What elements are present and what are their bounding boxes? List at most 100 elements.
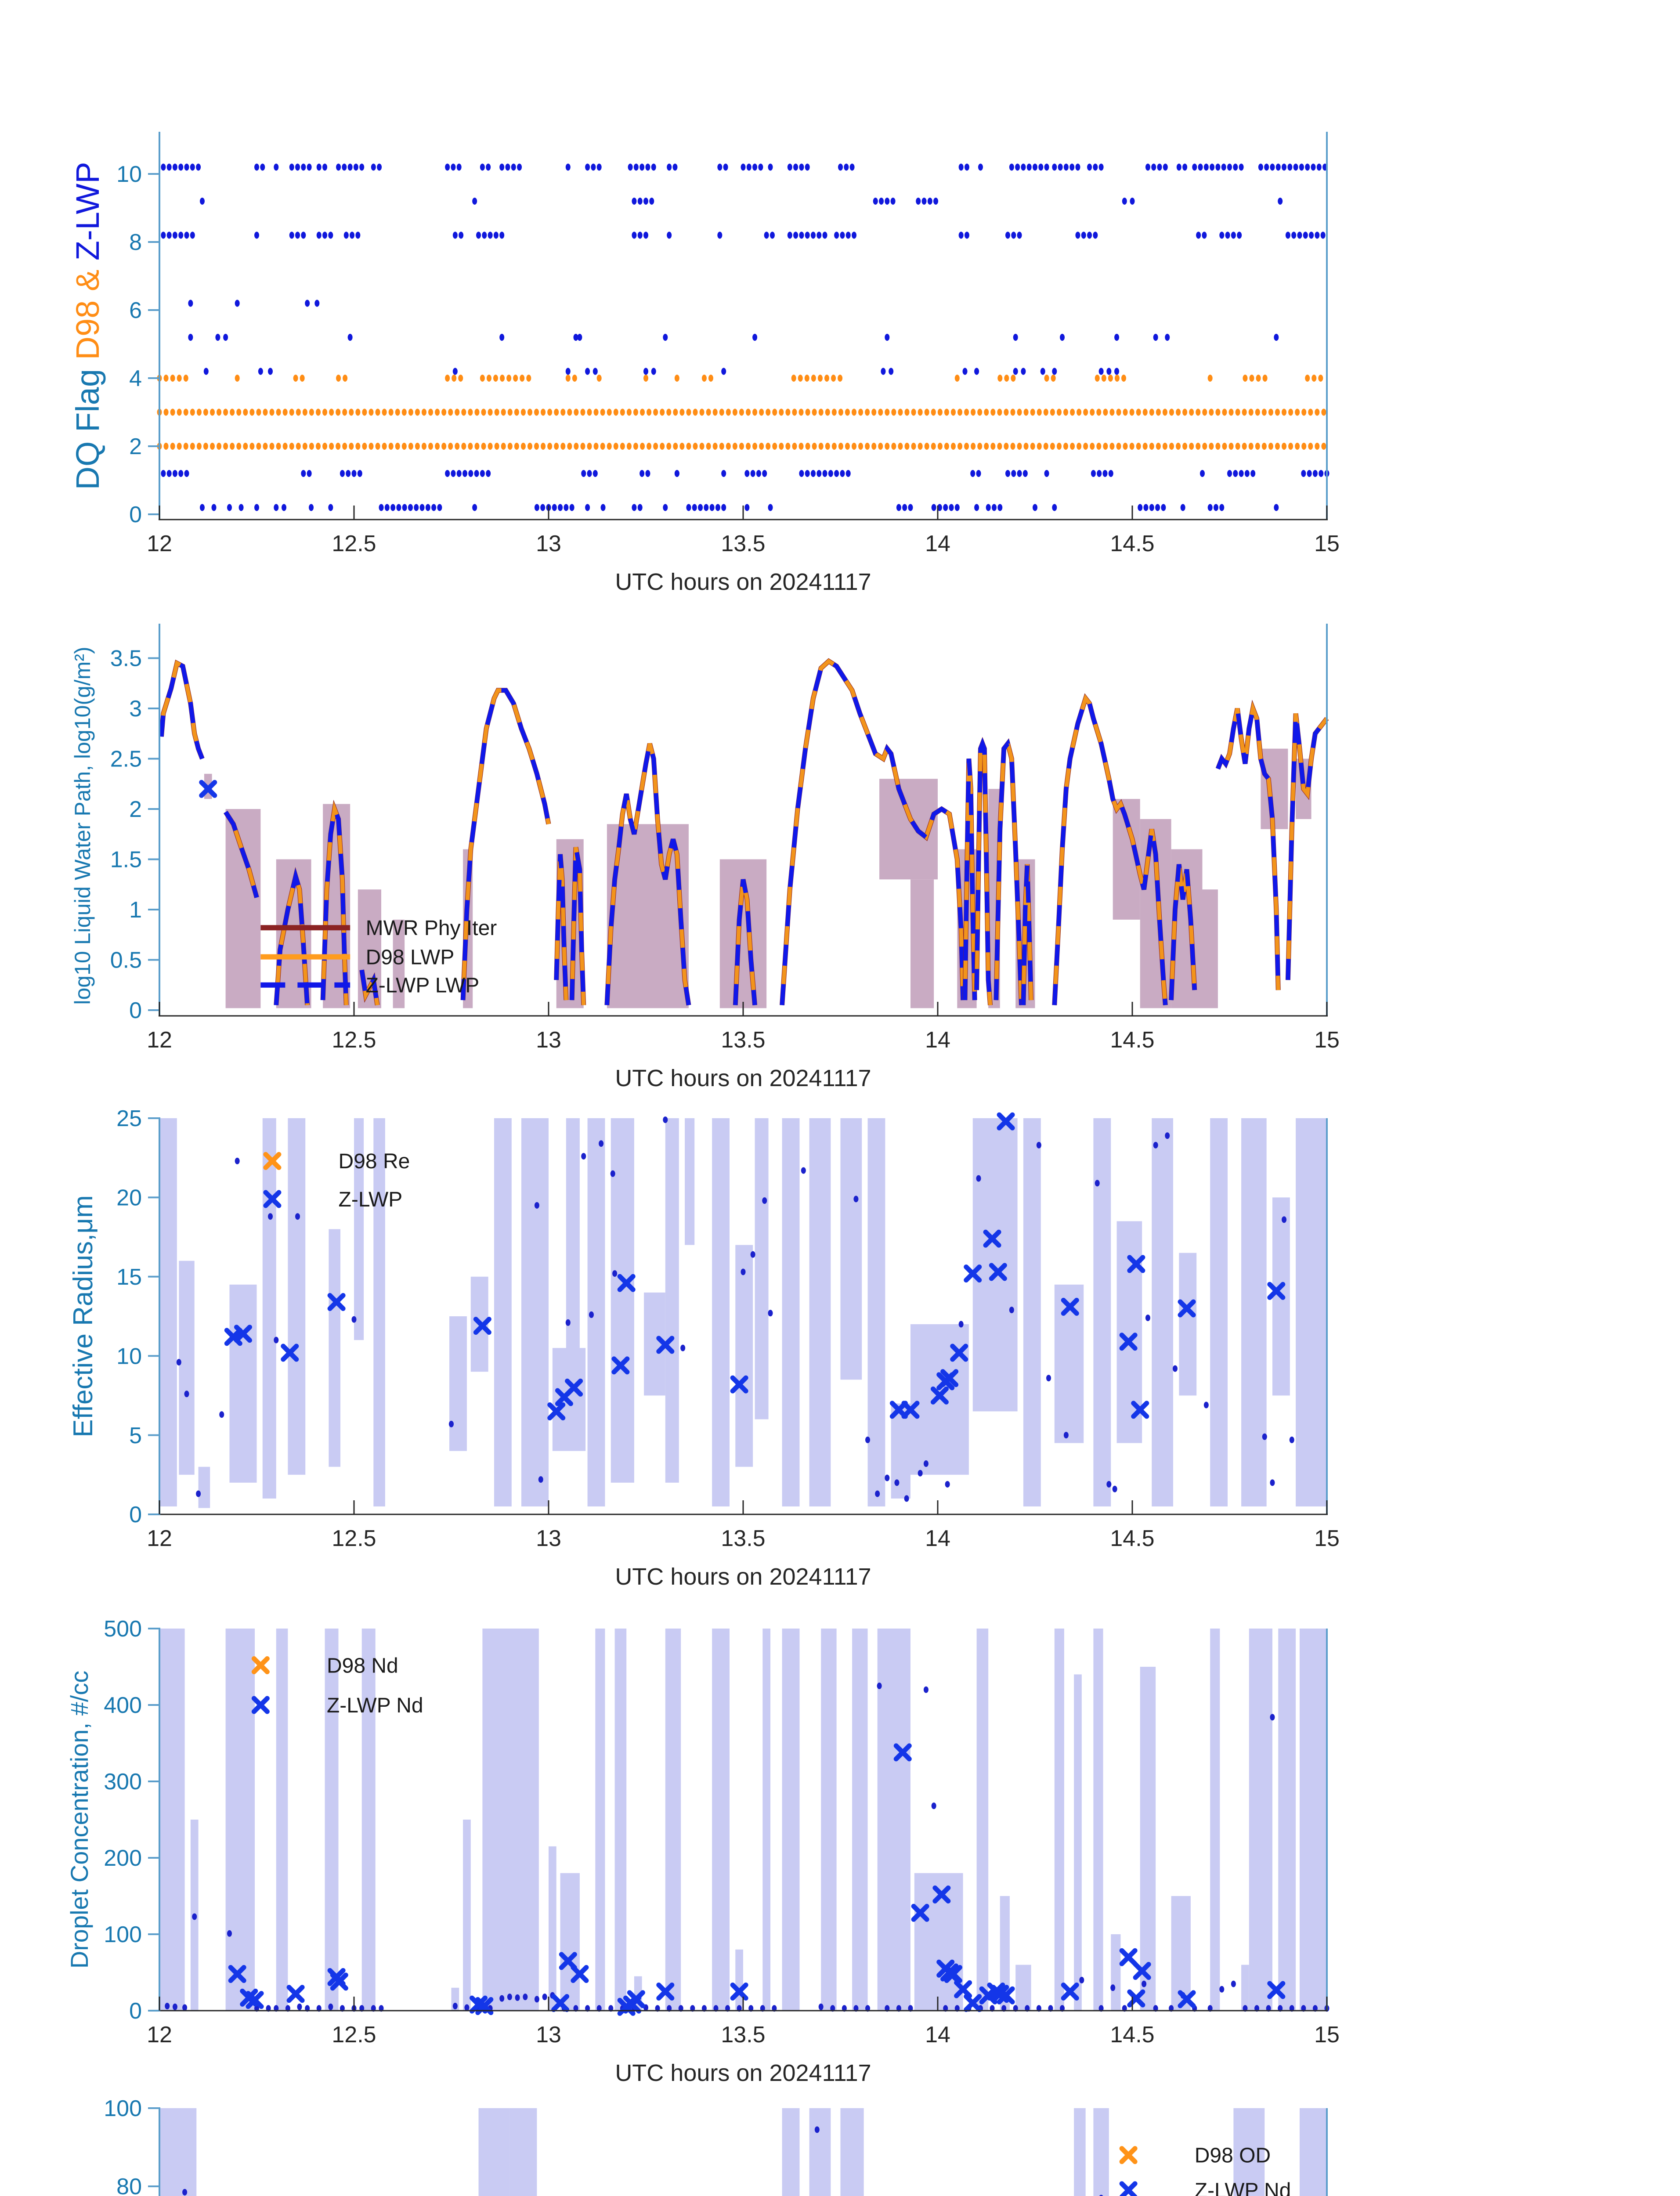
- y-tick-label: 100: [104, 2096, 142, 2121]
- x-tick-label: 15: [1314, 2022, 1340, 2048]
- dq-flag-row-3: [157, 408, 1326, 416]
- y-tick-label: 0: [129, 998, 142, 1023]
- droplet-concentration-x-markers: [228, 1743, 1286, 2016]
- y-tick-label: 6: [129, 298, 142, 323]
- y-tick-label: 3: [129, 696, 142, 722]
- dq-flag-row-1.2: [161, 470, 1330, 477]
- dq-flag-row-6.2: [188, 300, 320, 307]
- x-tick-label: 14: [925, 1027, 950, 1053]
- y-tick-label: 80: [116, 2174, 142, 2196]
- y-tick-label: 0: [129, 1998, 142, 2024]
- y-tick-label: 15: [116, 1264, 142, 1290]
- y-tick-label: 2: [129, 434, 142, 459]
- legend-label: D98 Re: [339, 1150, 410, 1173]
- y-tick-label: 200: [104, 1846, 142, 1871]
- y-tick-label: 25: [116, 1106, 142, 1131]
- legend-label: D98 Nd: [327, 1654, 398, 1677]
- optical-depth-uncertainty-band: [159, 2108, 1327, 2196]
- effective-radius-dots: [176, 1116, 1294, 1502]
- y-axis-label-droplet-concentration: Droplet Concentration, #/cc: [65, 1671, 93, 1969]
- x-tick-label: 14: [925, 1526, 950, 1551]
- y-tick-label: 10: [116, 162, 142, 187]
- x-tick-label: 12: [147, 2022, 172, 2048]
- panel-liquid-water-path: 0 0.5 1 1.5 2 2.5 3 3.5 12 12.5 13 13.5 14 14.5 15 log…: [70, 624, 1340, 1091]
- legend-label: D98 OD: [1195, 2144, 1271, 2167]
- liquid-water-path-plot: 0 0.5 1 1.5 2 2.5 3 3.5 12 12.5 13 13.5 14 14.5 15: [110, 624, 1340, 1053]
- x-tick-label: 13.5: [721, 1027, 765, 1053]
- panel-dq-flag: 0 2 4 6 8 10 12 12.5 13 13.5 14 14.5 15 DQ Flag D98 …: [69, 132, 1340, 595]
- effective-radius-plot: 0 5 10 15 20 25 12 12.5 13 13.5 14 14.5 15: [116, 1106, 1340, 1551]
- liquid-water-path-axes: 0 0.5 1 1.5 2 2.5 3 3.5 12 12.5 13 13.5 14 14.5 15: [110, 624, 1340, 1053]
- x-tick-label: 12.5: [332, 531, 376, 556]
- x-tick-label: 15: [1314, 1027, 1340, 1053]
- y-tick-label: 100: [104, 1922, 142, 1947]
- x-tick-label: 14: [925, 2022, 950, 2048]
- y-tick-label: 300: [104, 1769, 142, 1795]
- x-tick-label: 14: [925, 531, 950, 556]
- y-tick-label: 0: [129, 1502, 142, 1528]
- x-axis-label: UTC hours on 20241117: [615, 1564, 871, 1590]
- y-tick-label: 1.5: [110, 847, 142, 873]
- effective-radius-legend: D98 Re Z-LWP: [263, 1150, 410, 1211]
- optical-depth-legend: D98 OD Z-LWP Nd: [1119, 2144, 1291, 2196]
- x-tick-label: 12: [147, 1526, 172, 1551]
- x-tick-label: 12.5: [332, 2022, 376, 2048]
- effective-radius-x-markers: [224, 1112, 1286, 1420]
- liquid-water-path-legend: MWR Phy Iter D98 LWP Z-LWP LWP: [260, 917, 497, 997]
- droplet-concentration-legend: D98 Nd Z-LWP Nd: [251, 1654, 423, 1717]
- x-tick-label: 14.5: [1110, 1526, 1154, 1551]
- legend-label: Z-LWP LWP: [366, 974, 480, 997]
- dq-flag-row-9.2: [199, 198, 1283, 205]
- x-tick-label: 12: [147, 531, 172, 556]
- y-tick-label: 0.5: [110, 948, 142, 973]
- dq-flag-axes: 0 2 4 6 8 10 12 12.5 13 13.5 14 14.5 15: [116, 132, 1340, 556]
- y-axis-label-dq-flag: DQ Flag D98 & Z-LWP: [69, 162, 106, 490]
- legend-label: Z-LWP Nd: [1195, 2179, 1291, 2196]
- y-axis-label-effective-radius: Effective Radius,μm: [68, 1195, 98, 1437]
- y-tick-label: 500: [104, 1616, 142, 1642]
- optical-depth-dots: [182, 2126, 1103, 2196]
- panel-droplet-concentration: 0 100 200 300 400 500 12 12.5 13 13.5 14 14.5 15 Dro…: [65, 1616, 1340, 2086]
- x-tick-label: 12: [147, 1027, 172, 1053]
- legend-label: Z-LWP Nd: [327, 1694, 423, 1717]
- x-axis-label: UTC hours on 20241117: [615, 2060, 871, 2086]
- x-tick-label: 12.5: [332, 1526, 376, 1551]
- y-tick-label: 0: [129, 502, 142, 527]
- x-tick-label: 13: [536, 531, 561, 556]
- x-tick-label: 13.5: [721, 531, 765, 556]
- effective-radius-axes: 0 5 10 15 20 25 12 12.5 13 13.5 14 14.5 15: [116, 1106, 1340, 1551]
- dq-flag-row-2: [157, 443, 1326, 450]
- dq-flag-row-4: [157, 375, 1323, 382]
- legend-label: Z-LWP: [339, 1188, 403, 1211]
- y-tick-label: 400: [104, 1693, 142, 1718]
- legend-label: MWR Phy Iter: [366, 917, 497, 940]
- x-tick-label: 13: [536, 1027, 561, 1053]
- x-axis-label: UTC hours on 20241117: [615, 1065, 871, 1091]
- x-tick-label: 12.5: [332, 1027, 376, 1053]
- y-axis-label-lwp: log10 Liquid Water Path, log10(g/m²): [70, 647, 95, 1004]
- panel-effective-radius: 0 5 10 15 20 25 12 12.5 13 13.5 14 14.5 15 Effective…: [68, 1106, 1340, 1590]
- liquid-water-path-x-markers: [199, 780, 217, 798]
- x-tick-label: 15: [1314, 1526, 1340, 1551]
- y-tick-label: 1: [129, 897, 142, 923]
- legend-label: D98 LWP: [366, 946, 455, 969]
- x-tick-label: 13.5: [721, 2022, 765, 2048]
- x-tick-label: 13.5: [721, 1526, 765, 1551]
- droplet-concentration-plot: 0 100 200 300 400 500 12 12.5 13 13.5 14 14.5 15: [104, 1616, 1340, 2048]
- x-tick-label: 13: [536, 2022, 561, 2048]
- dq-flag-plot: 0 2 4 6 8 10 12 12.5 13 13.5 14 14.5 15: [116, 132, 1340, 556]
- y-tick-label: 10: [116, 1344, 142, 1369]
- x-tick-label: 13: [536, 1526, 561, 1551]
- dq-flag-row-5.2: [188, 334, 1279, 341]
- x-tick-label: 14.5: [1110, 531, 1154, 556]
- y-tick-label: 20: [116, 1185, 142, 1211]
- dq-flag-row-10.2: [161, 163, 1328, 171]
- dq-flag-row-4.2: [203, 368, 1120, 375]
- dq-flag-row-8.2: [161, 231, 1326, 239]
- y-tick-label: 8: [129, 230, 142, 255]
- lwp-lines: [159, 658, 1329, 1006]
